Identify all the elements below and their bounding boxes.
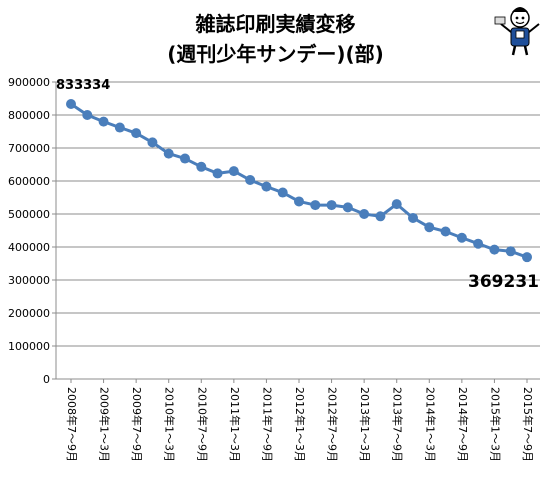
- y-tick-label: 200000: [8, 307, 50, 320]
- data-point: [408, 212, 418, 223]
- x-tick-label: 2011年7～9月: [260, 387, 274, 462]
- data-point: [440, 226, 451, 237]
- y-tick-label: 600000: [8, 175, 50, 188]
- data-point: [489, 244, 500, 255]
- x-tick-label: 2015年1～3月: [488, 387, 502, 462]
- chart-title: 雑誌印刷実績変移: [195, 12, 356, 36]
- data-point: [98, 116, 109, 127]
- chart-subtitle: (週刊少年サンデー)(部): [167, 42, 384, 66]
- x-tick-label: 2013年7～9月: [391, 387, 405, 462]
- data-point: [114, 122, 125, 133]
- y-tick-label: 500000: [8, 208, 50, 221]
- y-tick-label: 900000: [8, 76, 50, 89]
- x-tick-label: 2015年7～9月: [521, 387, 535, 462]
- data-point: [147, 137, 158, 148]
- data-point: [375, 211, 386, 222]
- y-tick-label: 700000: [8, 142, 50, 155]
- data-point: [456, 232, 467, 243]
- mascot-icon: [492, 2, 548, 58]
- x-tick-label: 2010年7～9月: [195, 387, 209, 462]
- x-tick-label: 2014年7～9月: [456, 387, 470, 462]
- data-point: [212, 168, 223, 179]
- x-tick-label: 2012年1～3月: [293, 387, 307, 462]
- x-tick-label: 2013年1～3月: [358, 387, 372, 462]
- data-point: [66, 98, 76, 109]
- x-tick-label: 2014年1～3月: [423, 387, 437, 462]
- y-tick-label: 800000: [8, 109, 50, 122]
- y-tick-label: 300000: [8, 274, 50, 287]
- data-point: [342, 202, 353, 213]
- x-tick-label: 2009年1～3月: [98, 387, 112, 462]
- y-tick-label: 400000: [8, 241, 50, 254]
- x-tick-label: 2010年1～3月: [163, 387, 177, 462]
- data-point: [131, 128, 142, 139]
- y-tick-label: 100000: [8, 340, 50, 353]
- data-point: [228, 166, 239, 177]
- data-point: [163, 148, 174, 159]
- x-tick-label: 2011年1～3月: [228, 387, 242, 462]
- x-tick-label: 2012年7～9月: [326, 387, 340, 462]
- data-point: [245, 175, 256, 186]
- data-point: [522, 252, 532, 263]
- data-label: 369231: [468, 272, 539, 292]
- x-tick-label: 2009年7～9月: [130, 387, 144, 462]
- data-point: [326, 200, 337, 211]
- data-point: [473, 238, 484, 249]
- data-label: 833334: [56, 78, 110, 93]
- y-tick-label: 0: [43, 373, 50, 386]
- data-point: [82, 110, 93, 120]
- data-point: [424, 222, 435, 233]
- data-point: [391, 199, 402, 210]
- data-point: [310, 200, 321, 211]
- data-point: [359, 209, 370, 219]
- data-point: [180, 153, 190, 164]
- series-line: [70, 102, 528, 259]
- data-point: [196, 161, 207, 172]
- data-point: [505, 246, 516, 257]
- data-point: [294, 196, 304, 207]
- data-point: [261, 181, 272, 192]
- data-point: [277, 187, 288, 198]
- x-tick-label: 2008年7～9月: [65, 387, 79, 462]
